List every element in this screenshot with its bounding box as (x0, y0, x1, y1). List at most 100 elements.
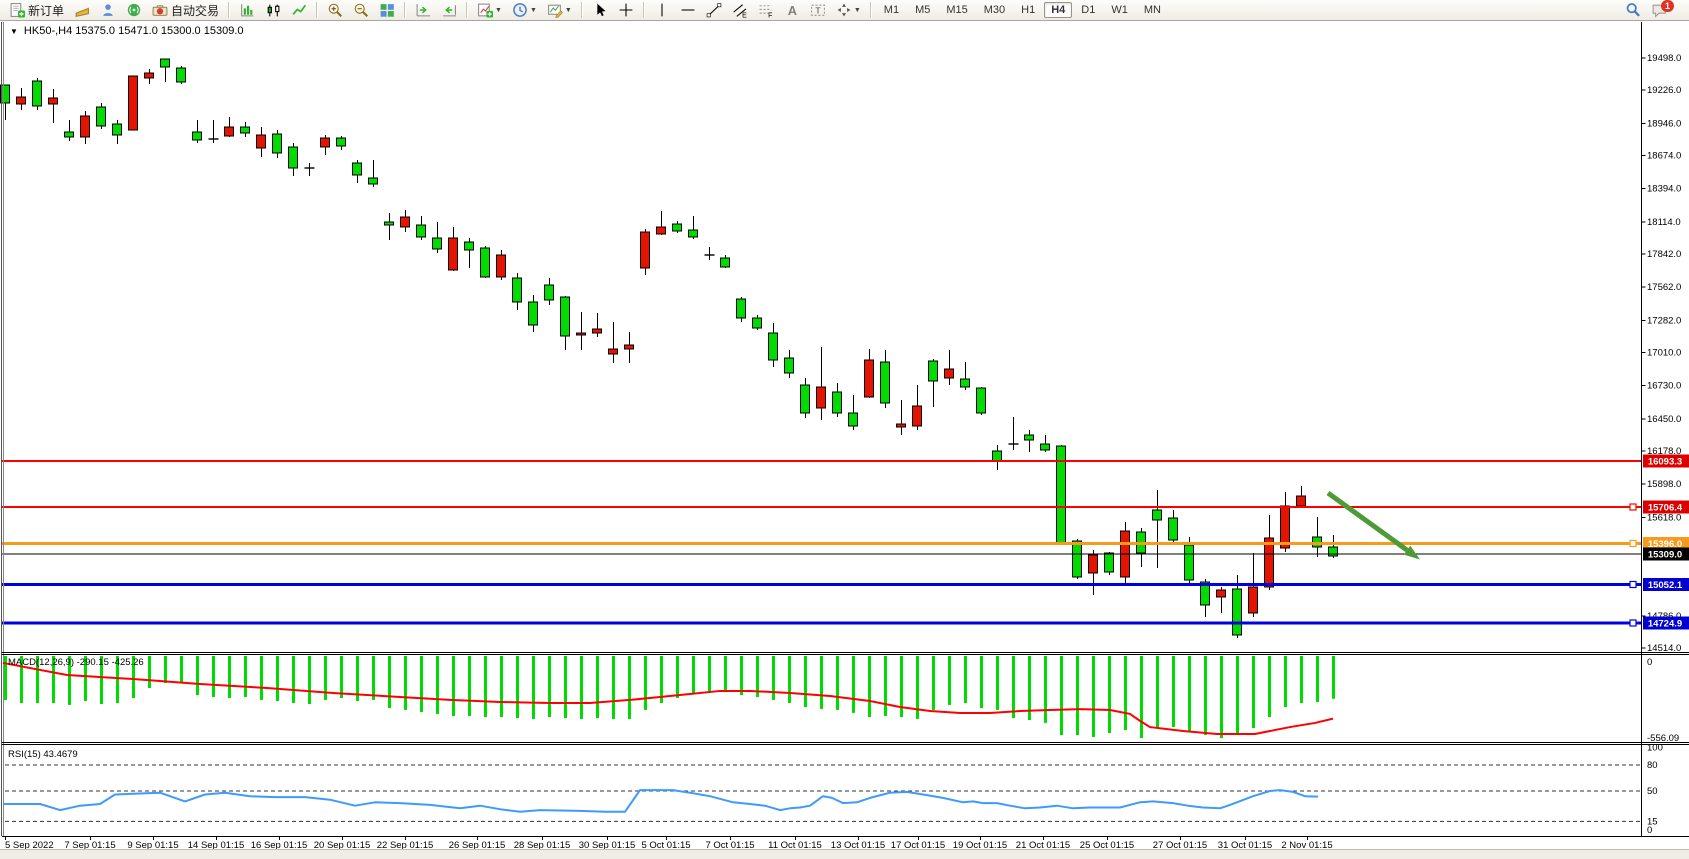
macd-min-label: -556.09 (1647, 733, 1679, 744)
bull-candle (464, 241, 474, 251)
timeframe-w1-button[interactable]: W1 (1111, 4, 1128, 16)
bear-candle (1216, 589, 1226, 598)
bull-candle (768, 332, 778, 361)
fibonacci-button[interactable]: F (754, 0, 778, 20)
indicators-button[interactable]: ▼ (473, 0, 506, 20)
bull-candle (544, 284, 554, 301)
auto-scroll-button[interactable] (437, 0, 461, 20)
timeframe-mn-button[interactable]: MN (1143, 4, 1161, 16)
templates-button[interactable]: ▼ (543, 0, 576, 20)
timeframe-h4-button[interactable]: H4 (1044, 2, 1073, 18)
search-button[interactable] (1621, 0, 1645, 20)
status-bar (0, 849, 1689, 859)
bear-candle (400, 216, 410, 228)
rsi-label: RSI(15) 43.4679 (8, 749, 78, 760)
price-badge (1643, 547, 1689, 561)
bull-candle (384, 221, 394, 226)
periods-button[interactable]: ▼ (508, 0, 541, 20)
horizontal-lines (2, 460, 1642, 627)
bull-candle (1232, 588, 1242, 636)
price-tick-label: 15618.0 (1647, 513, 1681, 524)
signals-flag-button[interactable] (70, 0, 94, 20)
notification-badge: 1 (1661, 0, 1674, 12)
price-axis[interactable]: 19498.0 19226.0 18946.0 18674.0 18394.0 18114… (1, 22, 1689, 837)
new-order-icon (10, 3, 25, 18)
toolbar-separator (404, 2, 407, 18)
bear-candle (48, 97, 58, 105)
chart-bars-icon (241, 4, 254, 17)
bull-candle (1072, 540, 1082, 578)
bull-candle (528, 301, 538, 326)
toolbar-separator (642, 2, 645, 18)
time-tick-label: 25 Oct 01:15 (1080, 840, 1134, 851)
horizontal-line-button[interactable] (676, 0, 700, 20)
text-button[interactable]: A (780, 0, 804, 20)
chart-dropdown-icon[interactable]: ▼ (10, 26, 18, 36)
price-badge-label: 15396.0 (1648, 539, 1682, 550)
rsi-panel: RSI(15) 43.4679 100 80 50 150 (3, 743, 1663, 836)
chart-line-icon (292, 4, 307, 15)
bear-candle (1296, 495, 1306, 507)
hline-handle[interactable] (1629, 580, 1637, 589)
zoom-out-button[interactable] (349, 0, 373, 20)
bull-candle (848, 412, 858, 427)
hline-handle[interactable] (1629, 539, 1637, 548)
timeframe-m15-button[interactable]: M15 (946, 4, 968, 16)
bull-candle (112, 123, 122, 136)
hline-handle[interactable] (1629, 619, 1637, 627)
price-tick-label: 16450.0 (1647, 414, 1681, 425)
trendline-button[interactable] (702, 0, 726, 20)
crosshair-button[interactable] (614, 0, 638, 20)
equidistant-channel-button[interactable]: E (728, 0, 752, 20)
price-tick-label: 17282.0 (1647, 316, 1681, 327)
timeframe-m30-button[interactable]: M30 (983, 4, 1006, 16)
tile-windows-button[interactable] (375, 0, 399, 20)
time-axis[interactable]: 5 Sep 2022 7 Sep 01:15 9 Sep 01:15 14 Sep 0… (5, 836, 1333, 851)
price-badge (1643, 537, 1689, 550)
bear-candle (608, 348, 618, 355)
candles-chart-button[interactable] (261, 0, 285, 20)
time-tick-label: 13 Oct 01:15 (831, 840, 885, 851)
rsi-axis-label: 50 (1647, 786, 1658, 797)
cursor-icon (597, 3, 606, 17)
price-tick-label: 18114.0 (1647, 217, 1681, 228)
autotrading-button[interactable]: 自动交易 (148, 0, 223, 20)
timeframe-m5-button[interactable]: M5 (915, 4, 931, 16)
zoom-out-icon (354, 3, 369, 18)
candlestick-series (0, 58, 1338, 638)
chart-shift-button[interactable] (411, 0, 435, 20)
bear-candle (1088, 554, 1098, 574)
bear-candle (1264, 537, 1274, 588)
market-signals-icon (127, 3, 141, 17)
bull-candle (784, 357, 794, 374)
market-signals-button[interactable] (122, 0, 146, 20)
price-badge-label: 15052.1 (1648, 580, 1683, 591)
time-tick-label: 31 Oct 01:15 (1218, 840, 1272, 851)
bull-candle (368, 177, 378, 185)
new-order-button[interactable]: 新订单 (5, 0, 68, 20)
fibonacci-icon: F (759, 5, 772, 18)
hline-handle[interactable] (1629, 503, 1637, 511)
bars-chart-button[interactable] (235, 0, 259, 20)
bull-candle (160, 58, 170, 68)
bull-candle (352, 162, 362, 176)
vertical-line-button[interactable] (650, 0, 674, 20)
cursor-button[interactable] (588, 0, 612, 20)
line-chart-button[interactable] (287, 0, 311, 20)
time-tick-label: 5 Sep 2022 (5, 840, 54, 851)
timeframe-d1-button[interactable]: D1 (1081, 4, 1096, 16)
arrows-button[interactable]: ▼ (832, 0, 865, 20)
text-label-button[interactable]: T (806, 0, 830, 20)
zoom-in-button[interactable] (323, 0, 347, 20)
price-badge (1643, 454, 1689, 468)
timeframe-h1-button[interactable]: H1 (1021, 4, 1036, 16)
bear-candle (576, 332, 586, 336)
trend-arrow[interactable] (1326, 490, 1420, 560)
notifications-button[interactable]: 1 (1647, 0, 1684, 20)
timeframe-m1-button[interactable]: M1 (883, 4, 900, 16)
community-button[interactable] (96, 0, 120, 20)
bear-candle (656, 226, 666, 235)
time-tick-label: 21 Oct 01:15 (1016, 840, 1070, 851)
crosshair-icon (619, 3, 633, 17)
